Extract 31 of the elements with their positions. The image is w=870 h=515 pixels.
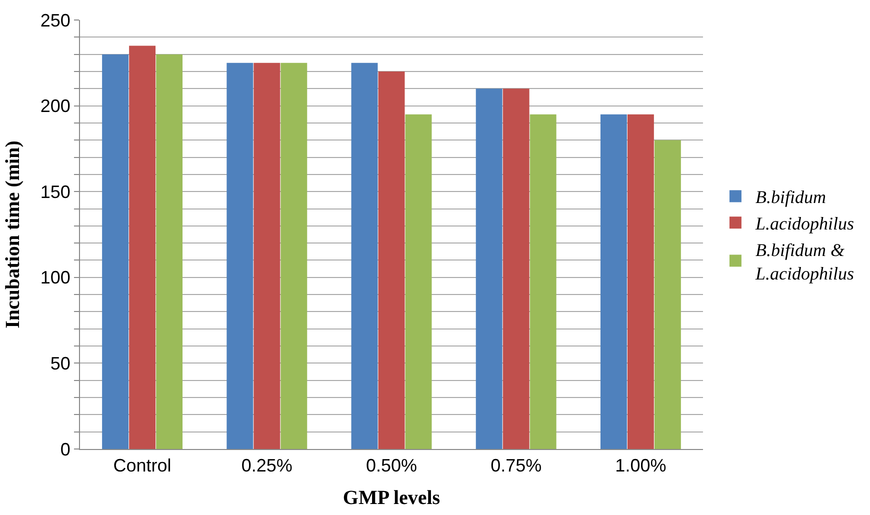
bar (476, 88, 502, 449)
x-axis-title: GMP levels (342, 487, 440, 510)
x-tick-label: 0.50% (366, 456, 418, 476)
y-tick-label: 0 (60, 439, 70, 460)
bar (351, 62, 378, 449)
legend-label: L.acidophilus (754, 214, 854, 234)
y-tick-label: 200 (40, 96, 70, 116)
x-tick-label: 0.25% (241, 456, 292, 476)
bar (280, 62, 308, 449)
bar (156, 54, 183, 449)
bar (654, 140, 681, 449)
x-tick-label: 0.75% (490, 456, 542, 476)
x-tick-label: 1.00% (615, 456, 666, 476)
bar (530, 114, 556, 449)
y-tick-label: 250 (40, 10, 70, 30)
y-tick-label: 50 (50, 354, 70, 374)
bar (502, 88, 530, 449)
bar (405, 114, 432, 449)
bar (254, 62, 280, 449)
bar (226, 62, 254, 449)
y-tick-label: 150 (40, 182, 70, 202)
y-axis-title: Incubation time (min) (2, 140, 24, 328)
bar (129, 46, 156, 449)
bar (627, 114, 654, 449)
bar (378, 71, 405, 449)
bar (600, 114, 627, 449)
bar (102, 54, 129, 449)
legend-label: B.bifidum (755, 187, 826, 208)
legend-label: B.bifidum & L.acidophilus (754, 240, 854, 284)
x-tick-label: Control (113, 456, 172, 476)
y-tick-label: 100 (40, 268, 70, 288)
